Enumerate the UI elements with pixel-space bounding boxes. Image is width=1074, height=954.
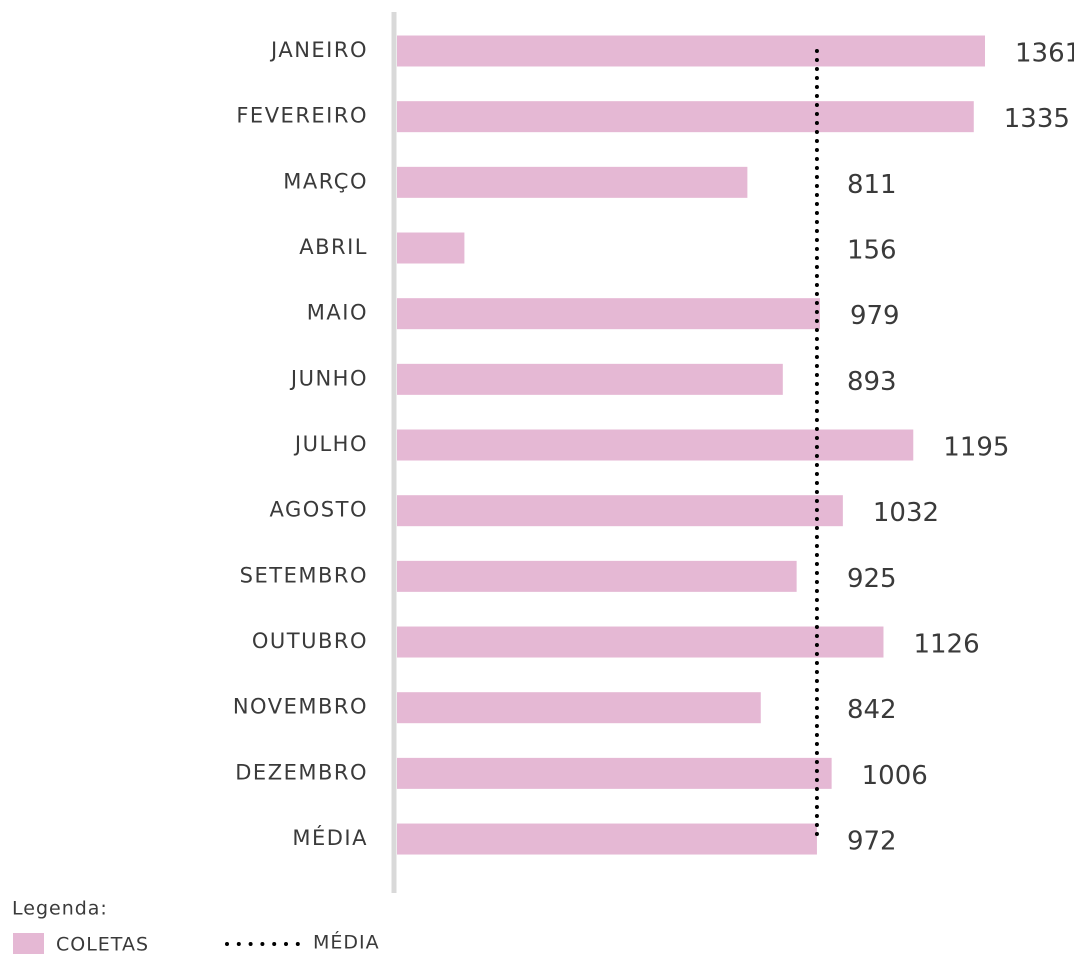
value-label: 811: [847, 170, 897, 200]
category-label: ABRIL: [299, 235, 368, 259]
category-label: SETEMBRO: [240, 563, 368, 587]
value-label: 893: [847, 367, 897, 397]
bar: [397, 692, 761, 724]
legend-title: Legenda:: [12, 898, 108, 920]
legend-label: MÉDIA: [313, 931, 380, 954]
category-label: AGOSTO: [270, 498, 369, 522]
bar: [397, 626, 884, 658]
category-label: DEZEMBRO: [235, 760, 368, 784]
bar: [397, 495, 843, 527]
value-label: 842: [847, 695, 897, 725]
category-label: JANEIRO: [269, 38, 368, 62]
bar: [397, 823, 817, 855]
value-label: 1126: [913, 630, 979, 660]
value-label: 1006: [862, 761, 928, 791]
value-label: 1335: [1004, 104, 1070, 134]
category-label: MARÇO: [283, 169, 368, 193]
value-label: 979: [850, 301, 900, 331]
bar: [397, 166, 748, 198]
category-label: MAIO: [307, 301, 368, 325]
category-label: JUNHO: [289, 366, 368, 390]
category-label: JULHO: [293, 432, 368, 456]
category-label: MÉDIA: [292, 825, 368, 850]
bar: [397, 35, 985, 67]
legend-label: COLETAS: [56, 934, 149, 954]
value-label: 925: [847, 564, 897, 594]
value-label: 1361: [1015, 39, 1074, 69]
category-label: NOVEMBRO: [233, 695, 368, 719]
bar: [397, 429, 914, 461]
bar: [397, 232, 465, 264]
value-label: 1195: [943, 433, 1009, 463]
legend-swatch: [13, 933, 44, 954]
value-label: 1032: [873, 498, 939, 528]
bar: [397, 363, 783, 395]
bar: [397, 560, 797, 592]
bar: [397, 757, 832, 789]
value-label: 156: [847, 236, 897, 266]
bar: [397, 298, 820, 330]
value-label: 972: [847, 827, 897, 857]
category-label: OUTUBRO: [252, 629, 368, 653]
bar: [397, 101, 974, 133]
category-label: FEVEREIRO: [236, 104, 368, 128]
